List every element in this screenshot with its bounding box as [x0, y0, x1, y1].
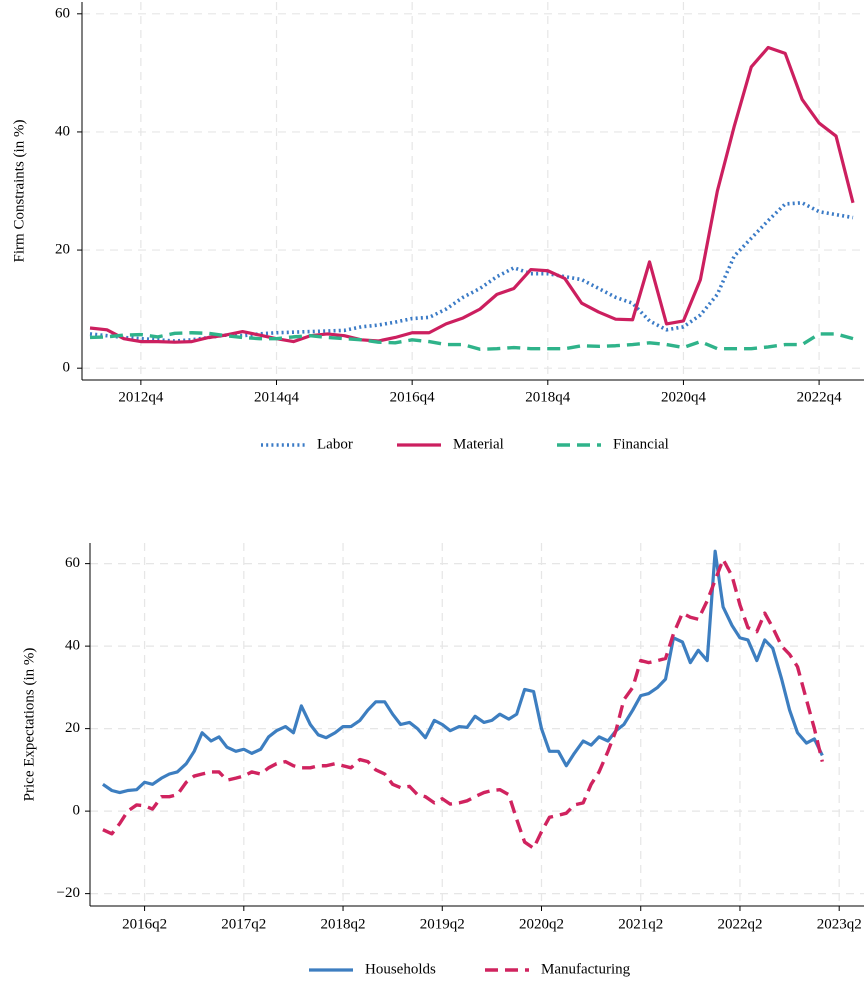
x-tick-label: 2021q2	[618, 916, 663, 932]
x-tick-label: 2022q2	[717, 916, 762, 932]
x-tick-label: 2019q2	[420, 916, 465, 932]
x-tick-label: 2012q4	[118, 389, 164, 405]
series-line	[89, 45, 855, 344]
legend-label: Financial	[613, 436, 669, 452]
x-tick-label: 2018q2	[321, 916, 366, 932]
y-tick-label: 20	[55, 242, 70, 258]
x-tick-label: 2022q4	[797, 389, 843, 405]
y-tick-label: 60	[55, 5, 70, 21]
x-tick-label: 2023q2	[817, 916, 862, 932]
y-tick-label: 60	[65, 555, 80, 571]
x-tick-label: 2017q2	[221, 916, 266, 932]
y-axis-title: Price Expectations (in %)	[21, 648, 37, 802]
series-line	[101, 549, 824, 795]
series-line	[89, 201, 854, 343]
subplot: −20 0 20 40 60 2016q2 2017q2 2018q2 2019q2 2020q2…	[21, 543, 864, 977]
series-line	[89, 331, 854, 351]
x-tick-label: 2014q4	[254, 389, 300, 405]
legend-label: Material	[453, 436, 504, 452]
x-tick-label: 2018q4	[525, 389, 571, 405]
y-tick-label: 40	[55, 123, 70, 139]
series-line	[102, 557, 824, 850]
legend-label: Manufacturing	[541, 961, 631, 977]
x-tick-label: 2020q4	[661, 389, 707, 405]
y-tick-label: 0	[63, 360, 71, 376]
x-tick-label: 2016q2	[122, 916, 167, 932]
x-tick-label: 2020q2	[519, 916, 564, 932]
x-tick-label: 2016q4	[390, 389, 436, 405]
legend-label: Households	[365, 961, 436, 977]
y-tick-label: 0	[73, 803, 81, 819]
legend-label: Labor	[317, 436, 353, 452]
y-tick-label: −20	[57, 885, 80, 901]
y-tick-label: 20	[65, 720, 80, 736]
y-tick-label: 40	[65, 638, 80, 654]
y-axis-title: Firm Constraints (in %)	[11, 120, 27, 263]
subplot: 0 20 40 60 2012q4 2014q4 2016q4 2018q4 2020q4 202…	[11, 2, 864, 452]
